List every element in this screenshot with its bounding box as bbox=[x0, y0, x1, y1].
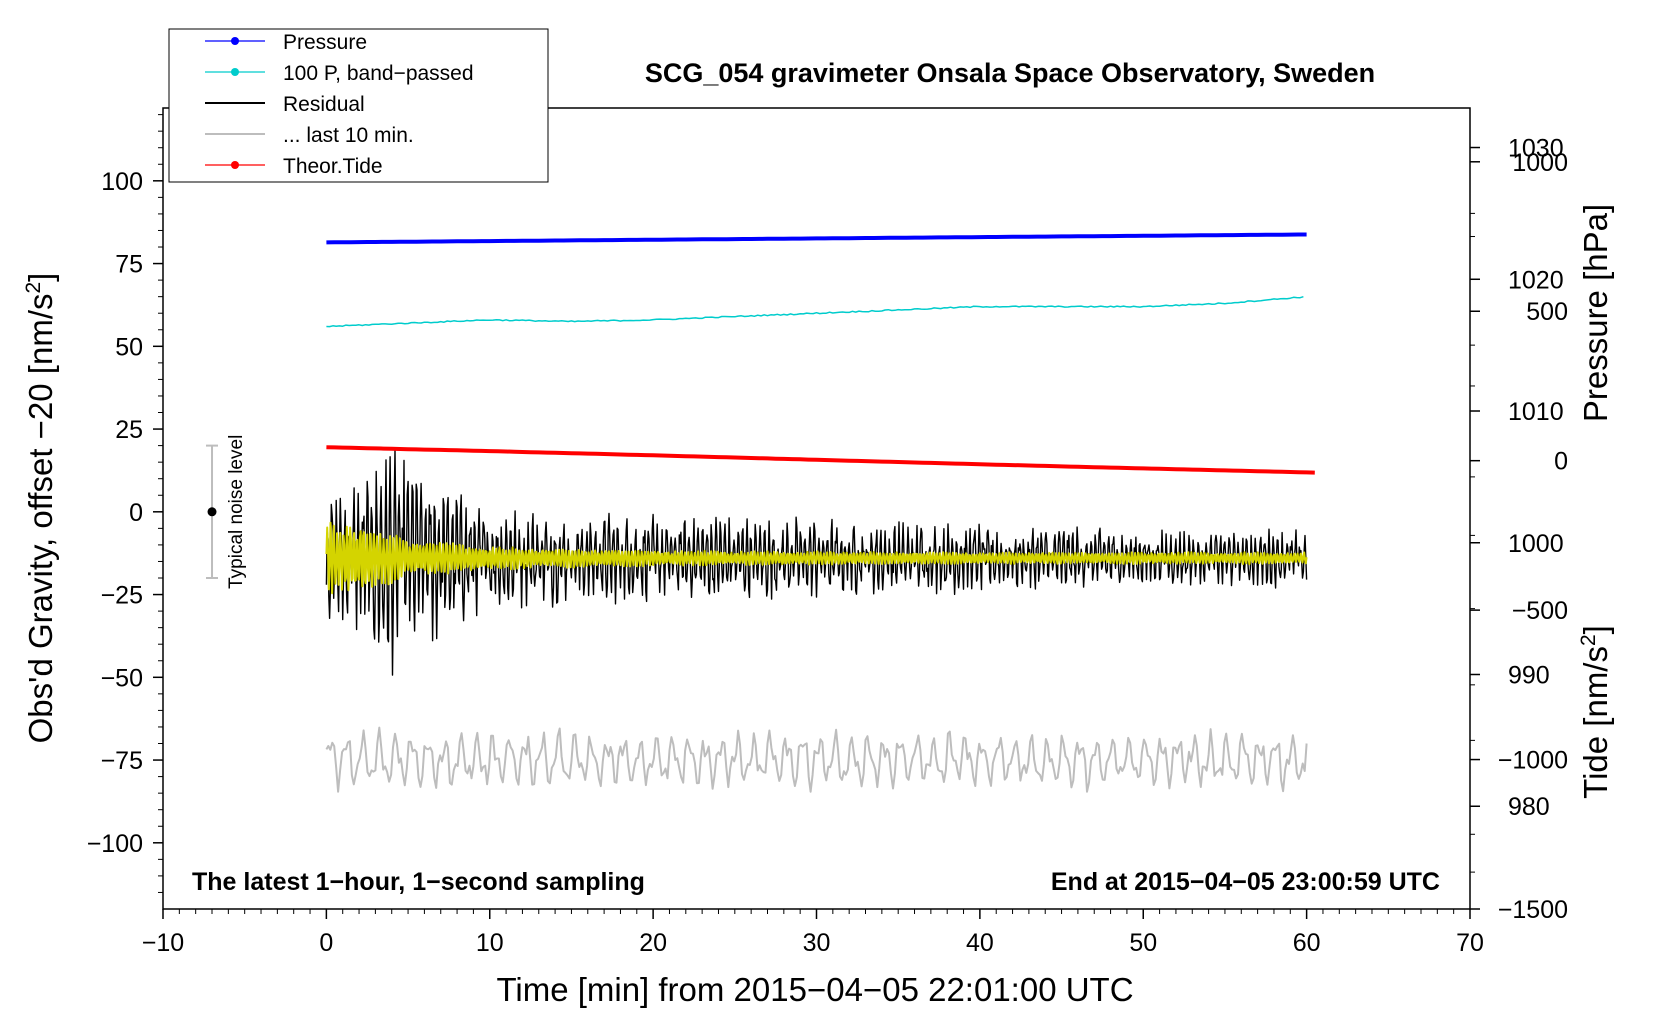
pressure-tick-label: 990 bbox=[1508, 661, 1550, 689]
pressure-tick-label: 1020 bbox=[1508, 266, 1564, 294]
x-tick-label: 50 bbox=[1129, 929, 1157, 957]
noise-center-point bbox=[207, 507, 217, 517]
y-left-tick-label: −50 bbox=[101, 664, 143, 692]
axis-ticks: −10 0 10 20 30 40 50 60 701007550250−25−50−75−10… bbox=[87, 114, 1568, 957]
tide-title-main: Tide [nm/s bbox=[1577, 646, 1614, 799]
series-layer bbox=[325, 232, 1315, 793]
legend-label: 100 P, band−passed bbox=[283, 62, 474, 85]
y-left-tick-label: −25 bbox=[101, 582, 143, 610]
pressure-tick-label: 1010 bbox=[1508, 398, 1564, 426]
y-left-tick-label: 25 bbox=[115, 416, 143, 444]
tide-tick-label: −1000 bbox=[1498, 747, 1568, 775]
noise-label: Typical noise level bbox=[226, 435, 247, 589]
legend-marker bbox=[231, 68, 239, 76]
legend-marker bbox=[231, 161, 239, 169]
x-tick-label: 20 bbox=[639, 929, 667, 957]
series-theoretical-tide bbox=[326, 445, 1315, 475]
series-last-10-min bbox=[325, 726, 1308, 793]
y-axis-pressure-title: Pressure [hPa] bbox=[1577, 204, 1614, 422]
y-left-tick-label: 100 bbox=[101, 168, 143, 196]
x-axis-title: Time [min] from 2015−04−05 22:01:00 UTC bbox=[496, 971, 1133, 1008]
tide-tick-label: −1500 bbox=[1498, 896, 1568, 924]
x-tick-label: −10 bbox=[142, 929, 184, 957]
y-left-tick-label: −75 bbox=[101, 747, 143, 775]
x-tick-label: 40 bbox=[966, 929, 994, 957]
tide-tick-label: −500 bbox=[1512, 597, 1568, 625]
y-axis-tide-title: Tide [nm/s2] bbox=[1577, 625, 1614, 799]
y-left-title-close: ] bbox=[22, 273, 59, 282]
chart-title: SCG_054 gravimeter Onsala Space Observat… bbox=[645, 58, 1375, 88]
series-residual-smoothed bbox=[325, 521, 1308, 595]
pressure-tick-label: 980 bbox=[1508, 793, 1550, 821]
x-tick-label: 60 bbox=[1293, 929, 1321, 957]
tide-tick-label: 500 bbox=[1526, 298, 1568, 326]
annotation-sampling: The latest 1−hour, 1−second sampling bbox=[192, 868, 645, 896]
annotation-end-time: End at 2015−04−05 23:00:59 UTC bbox=[1051, 868, 1440, 896]
x-tick-label: 0 bbox=[319, 929, 333, 957]
x-tick-label: 10 bbox=[476, 929, 504, 957]
y-left-tick-label: 50 bbox=[115, 333, 143, 361]
series-residual bbox=[325, 449, 1308, 676]
legend-label: Pressure bbox=[283, 31, 367, 54]
y-left-title-sup: 2 bbox=[22, 282, 45, 294]
x-tick-label: 70 bbox=[1456, 929, 1484, 957]
noise-indicator: Typical noise level bbox=[206, 435, 247, 589]
y-left-tick-label: 75 bbox=[115, 251, 143, 279]
legend-label: ... last 10 min. bbox=[283, 124, 414, 147]
x-tick-label: 30 bbox=[803, 929, 831, 957]
y-axis-left-title: Obs'd Gravity, offset −20 [nm/s2] bbox=[22, 273, 59, 744]
legend-label: Theor.Tide bbox=[283, 155, 383, 178]
tide-title-sup: 2 bbox=[1577, 634, 1600, 646]
y-left-tick-label: −100 bbox=[87, 830, 143, 858]
tide-tick-label: 0 bbox=[1554, 448, 1568, 476]
y-left-tick-label: 0 bbox=[129, 499, 143, 527]
legend-label: Residual bbox=[283, 93, 365, 116]
pressure-tick-label: 1030 bbox=[1508, 135, 1564, 163]
legend: Pressure 100 P, band−passed Residual ... la… bbox=[168, 28, 549, 183]
legend-marker bbox=[231, 37, 239, 45]
legend-box bbox=[168, 28, 549, 183]
series-pressure bbox=[326, 232, 1307, 245]
pressure-tick-label: 1000 bbox=[1508, 530, 1564, 558]
tide-title-close: ] bbox=[1577, 625, 1614, 634]
series-band-passed-pressure bbox=[326, 295, 1304, 328]
tide-tick-label: 1000 bbox=[1512, 149, 1568, 177]
y-left-title-main: Obs'd Gravity, offset −20 [nm/s bbox=[22, 294, 59, 744]
